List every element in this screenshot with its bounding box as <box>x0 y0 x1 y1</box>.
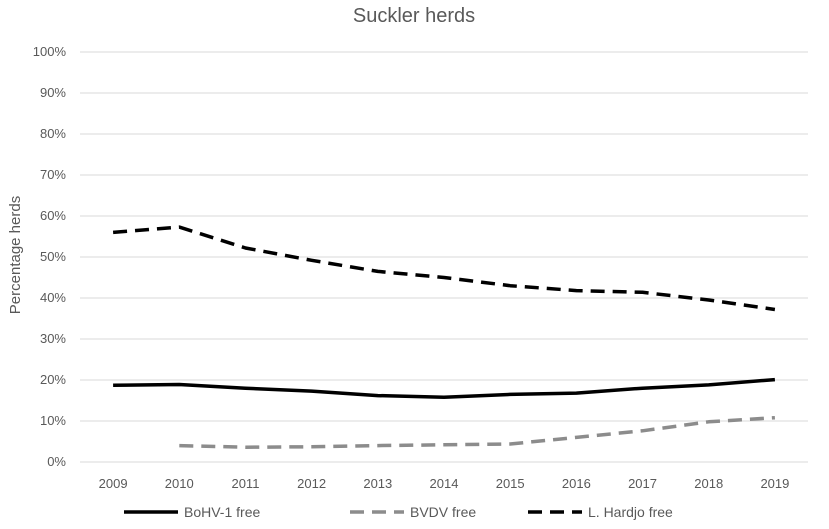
y-tick-label: 80% <box>40 126 66 141</box>
y-tick-label: 100% <box>33 44 67 59</box>
series-line-1 <box>113 377 776 399</box>
y-tick-label: 20% <box>40 372 66 387</box>
y-axis-ticks: 0% 10% 20% 30% 40% 50% 60% 70% 80% 90% 100% <box>33 44 67 469</box>
x-tick-label: 2018 <box>694 476 723 491</box>
legend-label: BoHV-1 free <box>184 504 260 520</box>
x-axis-ticks: 2009 2010 2011 2012 2013 2014 2015 2016 2017 2018… <box>99 476 790 491</box>
y-tick-label: 30% <box>40 331 66 346</box>
legend: BoHV-1 free BVDV free L. Hardjo free <box>124 504 673 520</box>
y-tick-label: 50% <box>40 249 66 264</box>
y-tick-label: 70% <box>40 167 66 182</box>
y-tick-label: 90% <box>40 85 66 100</box>
series-lines <box>112 225 776 449</box>
x-tick-label: 2014 <box>430 476 459 491</box>
legend-label: BVDV free <box>410 504 476 520</box>
legend-label: L. Hardjo free <box>588 504 673 520</box>
series-line-2 <box>179 415 776 449</box>
y-tick-label: 10% <box>40 413 66 428</box>
x-tick-label: 2010 <box>165 476 194 491</box>
x-tick-label: 2015 <box>496 476 525 491</box>
x-tick-label: 2013 <box>363 476 392 491</box>
x-tick-label: 2009 <box>99 476 128 491</box>
y-tick-label: 60% <box>40 208 66 223</box>
y-axis-label: Percentage herds <box>7 196 24 314</box>
y-tick-label: 40% <box>40 290 66 305</box>
x-tick-label: 2011 <box>231 476 259 491</box>
gridlines <box>80 51 808 463</box>
y-tick-label: 0% <box>47 454 66 469</box>
series-line-3 <box>112 225 776 312</box>
x-tick-label: 2017 <box>628 476 657 491</box>
x-tick-label: 2012 <box>297 476 326 491</box>
x-tick-label: 2016 <box>562 476 591 491</box>
x-tick-label: 2019 <box>760 476 789 491</box>
chart-title: Suckler herds <box>353 5 475 27</box>
